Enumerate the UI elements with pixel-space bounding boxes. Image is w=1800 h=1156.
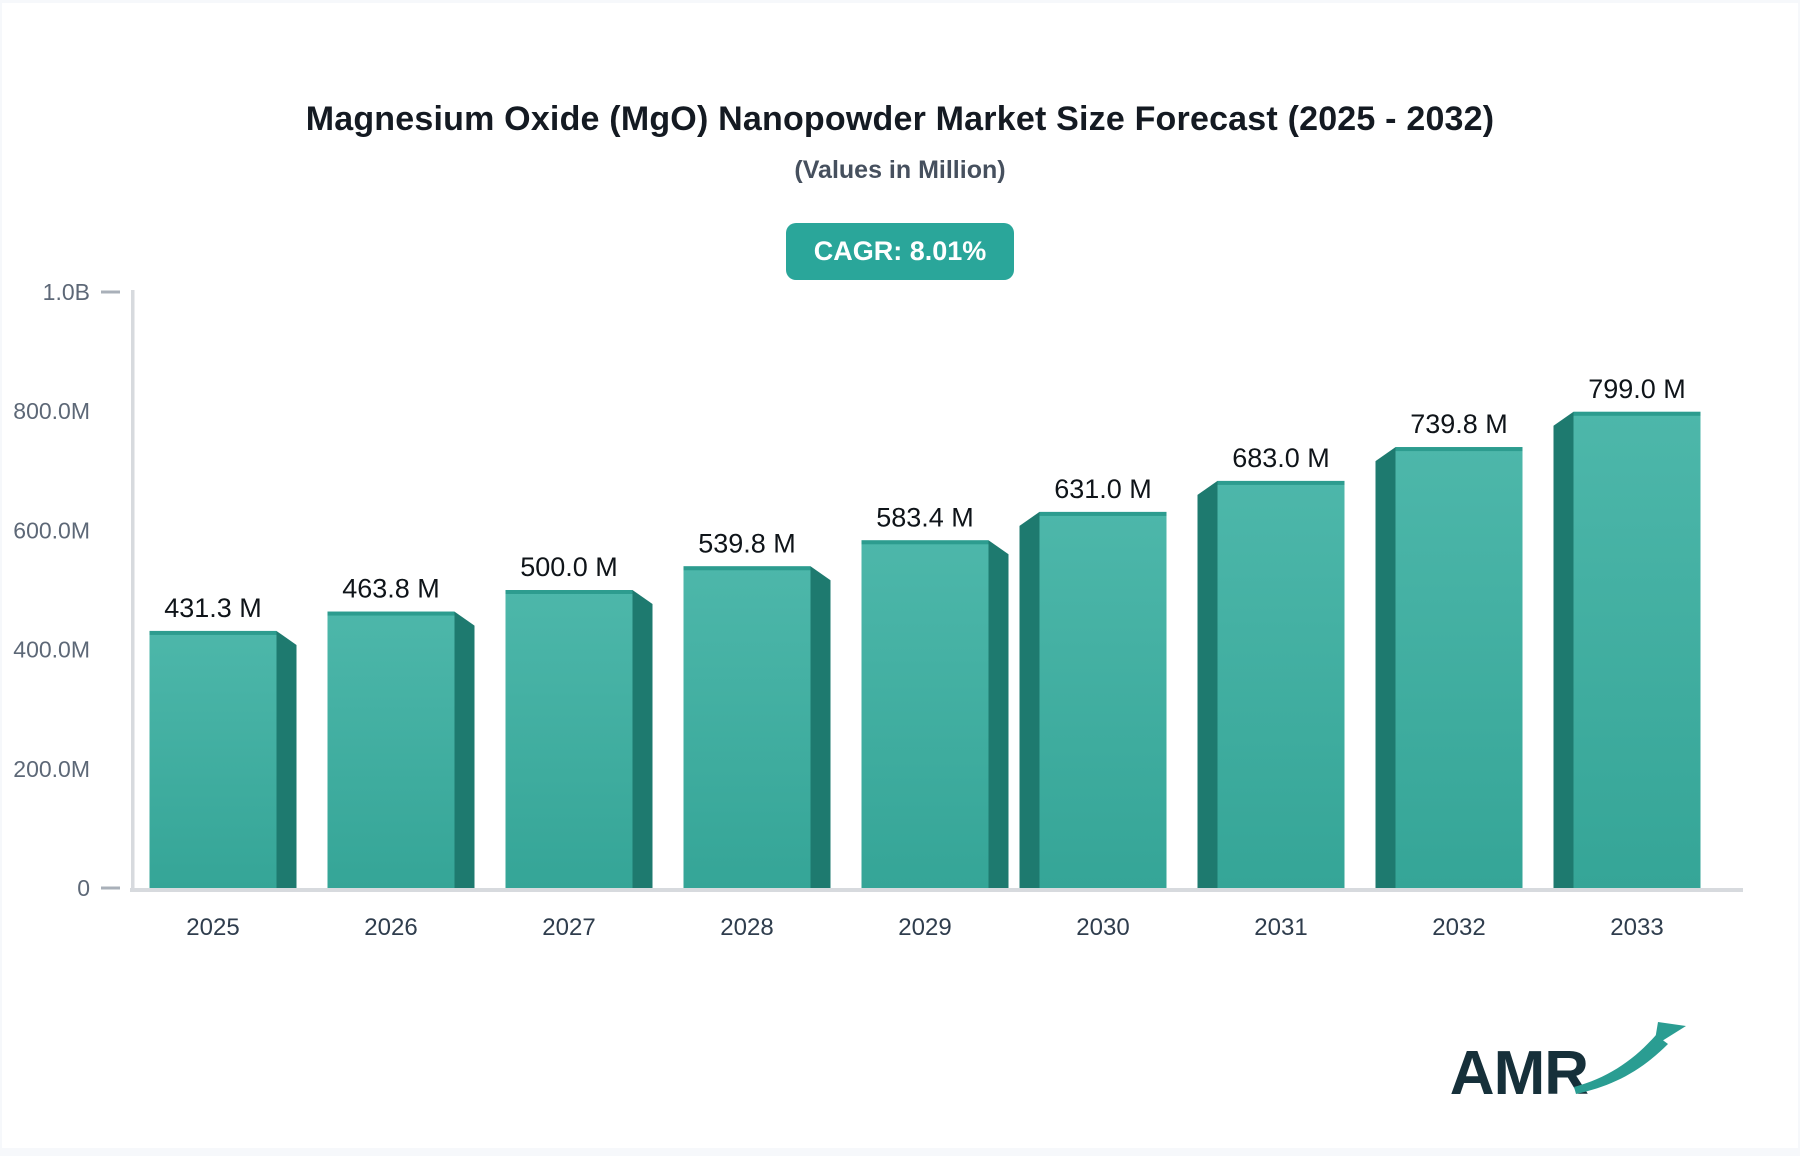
y-axis-tick [101, 886, 120, 890]
bar-top-edge [1395, 447, 1523, 452]
bar-value-label: 583.4 M [876, 502, 974, 532]
market-size-bar-chart: 1.0B 800.0M 600.0M 400.0M 200.0M 0 431.3 M 2025… [13, 279, 1743, 941]
bar-top-edge [1217, 480, 1345, 485]
bar-2029 [861, 540, 989, 888]
bar-side-2030 [1019, 511, 1040, 888]
y-axis-label: 200.0M [13, 756, 90, 782]
x-axis-line [130, 888, 1743, 892]
y-axis-tick [101, 290, 120, 294]
x-axis-label: 2026 [364, 914, 417, 941]
bar-2032 [1395, 447, 1523, 888]
bar-side-2027 [632, 590, 653, 888]
bar-value-label: 739.8 M [1410, 409, 1508, 439]
y-axis-label: 0 [77, 875, 90, 901]
bar-side-2031 [1197, 480, 1218, 888]
amr-logo: AMR [1449, 1022, 1692, 1109]
bar-side-2032 [1375, 447, 1396, 888]
bar-value-label: 431.3 M [164, 593, 262, 623]
bar-value-label: 463.8 M [342, 574, 440, 604]
y-axis-label: 400.0M [13, 637, 90, 663]
x-axis-label: 2025 [186, 914, 239, 941]
bar-top-edge [683, 566, 811, 571]
bar-side-2029 [988, 540, 1009, 888]
bar-value-label: 799.0 M [1588, 374, 1686, 404]
bar-side-2033 [1553, 411, 1574, 888]
amr-logo-text: AMR [1449, 1039, 1589, 1109]
y-axis-label: 1.0B [43, 279, 90, 305]
y-axis-line [131, 290, 135, 891]
bar-2025 [149, 630, 277, 888]
x-axis-label: 2027 [542, 914, 595, 941]
x-axis-label: 2032 [1432, 914, 1485, 941]
growth-arrow-icon [1574, 1022, 1686, 1094]
x-axis-label: 2028 [720, 914, 773, 941]
chart-subtitle: (Values in Million) [794, 156, 1006, 184]
bar-2027 [505, 590, 633, 888]
bar-side-2025 [276, 630, 297, 888]
bar-top-edge [149, 630, 277, 635]
y-axis-label: 600.0M [13, 517, 90, 543]
bar-value-label: 539.8 M [698, 528, 796, 558]
x-axis-label: 2031 [1254, 914, 1307, 941]
bar-top-edge [1573, 411, 1701, 416]
cagr-badge: CAGR: 8.01% [785, 223, 1015, 280]
x-axis-label: 2033 [1610, 914, 1663, 941]
y-axis-label: 800.0M [13, 398, 90, 424]
bar-2028 [683, 566, 811, 888]
x-axis-label: 2029 [898, 914, 951, 941]
bar-value-label: 500.0 M [520, 552, 618, 582]
bar-top-edge [505, 590, 633, 594]
x-axis-label: 2030 [1076, 914, 1129, 941]
bar-2030 [1039, 511, 1167, 888]
bar-2033 [1573, 411, 1701, 888]
bar-top-edge [1039, 511, 1167, 516]
chart-card: Magnesium Oxide (MgO) Nanopowder Market … [2, 3, 1798, 1148]
bar-value-label: 683.0 M [1232, 443, 1330, 473]
bar-value-label: 631.0 M [1054, 474, 1152, 504]
chart-title: Magnesium Oxide (MgO) Nanopowder Market … [305, 100, 1495, 138]
bar-side-2026 [454, 611, 475, 888]
bar-top-edge [327, 611, 455, 616]
chart-header: Magnesium Oxide (MgO) Nanopowder Market … [2, 3, 1798, 280]
bar-top-edge [861, 540, 989, 545]
bar-2026 [327, 611, 455, 888]
bar-side-2028 [810, 566, 831, 888]
bar-2031 [1217, 480, 1345, 888]
